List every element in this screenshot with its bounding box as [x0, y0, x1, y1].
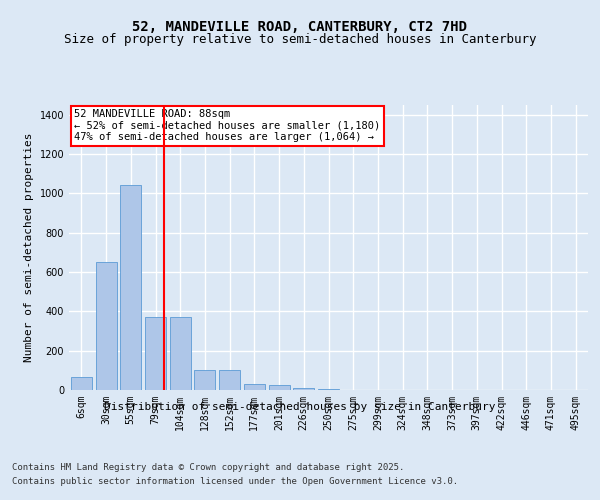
Bar — [194, 370, 215, 390]
Text: Size of property relative to semi-detached houses in Canterbury: Size of property relative to semi-detach… — [64, 34, 536, 46]
Text: 52 MANDEVILLE ROAD: 88sqm
← 52% of semi-detached houses are smaller (1,180)
47% : 52 MANDEVILLE ROAD: 88sqm ← 52% of semi-… — [74, 110, 380, 142]
Text: Distribution of semi-detached houses by size in Canterbury: Distribution of semi-detached houses by … — [104, 402, 496, 412]
Bar — [269, 385, 290, 390]
Bar — [170, 318, 191, 390]
Bar — [318, 389, 339, 390]
Bar — [71, 377, 92, 390]
Bar — [244, 384, 265, 390]
Bar — [120, 184, 141, 390]
Bar — [219, 370, 240, 390]
Bar — [95, 262, 116, 390]
Text: Contains HM Land Registry data © Crown copyright and database right 2025.: Contains HM Land Registry data © Crown c… — [12, 464, 404, 472]
Y-axis label: Number of semi-detached properties: Number of semi-detached properties — [24, 132, 34, 362]
Bar — [293, 388, 314, 390]
Text: 52, MANDEVILLE ROAD, CANTERBURY, CT2 7HD: 52, MANDEVILLE ROAD, CANTERBURY, CT2 7HD — [133, 20, 467, 34]
Bar — [145, 318, 166, 390]
Text: Contains public sector information licensed under the Open Government Licence v3: Contains public sector information licen… — [12, 477, 458, 486]
